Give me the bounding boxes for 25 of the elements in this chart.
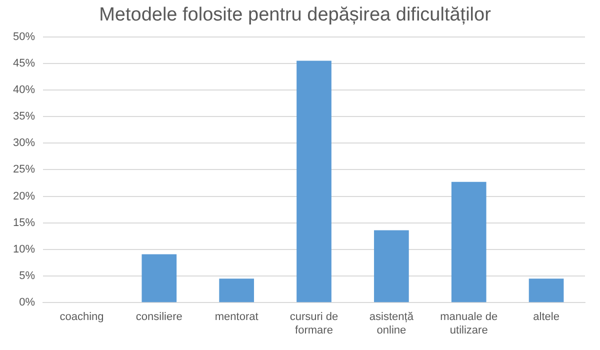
bar	[142, 254, 177, 302]
y-tick-label: 10%	[12, 243, 36, 256]
chart-title: Metodele folosite pentru depășirea dificultăților	[99, 4, 492, 26]
x-tick-label: asistență online	[369, 311, 414, 336]
y-tick-label: 5%	[19, 270, 36, 282]
y-tick-label: 30%	[12, 137, 36, 150]
x-tick-label: altele	[533, 311, 560, 324]
y-tick-label: 40%	[12, 84, 36, 96]
bar	[296, 60, 332, 302]
y-tick-label: 15%	[12, 216, 36, 229]
bar	[219, 278, 254, 302]
y-tick-label: 20%	[12, 190, 36, 202]
bar	[528, 278, 564, 302]
bar	[374, 230, 409, 302]
bar	[451, 182, 486, 302]
y-tick-label: 35%	[12, 110, 36, 123]
x-tick-label: consiliere	[136, 311, 182, 324]
y-tick-label: 25%	[12, 164, 36, 176]
x-tick-label: cursuri de formare	[290, 311, 338, 336]
y-tick-label: 50%	[12, 30, 36, 43]
y-tick-label: 0%	[19, 296, 36, 309]
x-tick-label: manuale de utilizare	[440, 311, 498, 336]
x-tick-label: mentorat	[214, 311, 258, 324]
y-tick-label: 45%	[12, 57, 36, 70]
x-tick-label: coaching	[60, 311, 104, 324]
